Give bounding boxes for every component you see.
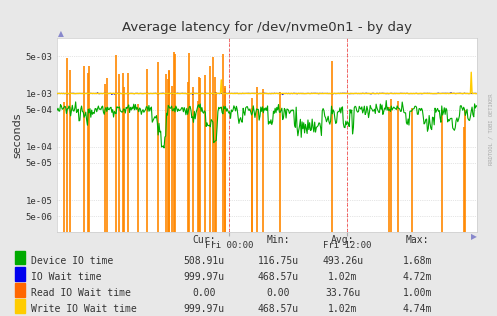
Text: 1.02m: 1.02m <box>328 272 358 282</box>
Text: 999.97u: 999.97u <box>183 272 224 282</box>
Text: Cur:: Cur: <box>192 235 216 245</box>
Bar <box>15 283 25 297</box>
Bar <box>15 299 25 313</box>
Text: Max:: Max: <box>406 235 429 245</box>
Text: 0.00: 0.00 <box>192 288 216 298</box>
Text: Min:: Min: <box>266 235 290 245</box>
Text: IO Wait time: IO Wait time <box>31 272 101 282</box>
Text: 4.74m: 4.74m <box>403 304 432 314</box>
Text: RRDTOOL / TOBI OETIKER: RRDTOOL / TOBI OETIKER <box>489 94 494 165</box>
Title: Average latency for /dev/nvme0n1 - by day: Average latency for /dev/nvme0n1 - by da… <box>122 21 412 34</box>
Text: 1.00m: 1.00m <box>403 288 432 298</box>
Text: 468.57u: 468.57u <box>258 272 299 282</box>
Text: 1.68m: 1.68m <box>403 256 432 266</box>
Text: 33.76u: 33.76u <box>326 288 360 298</box>
Text: 1.02m: 1.02m <box>328 304 358 314</box>
Text: 0.00: 0.00 <box>266 288 290 298</box>
Text: 4.72m: 4.72m <box>403 272 432 282</box>
Text: Device IO time: Device IO time <box>31 256 113 266</box>
Bar <box>15 267 25 281</box>
Text: 468.57u: 468.57u <box>258 304 299 314</box>
Text: ▶: ▶ <box>471 233 477 241</box>
Text: Read IO Wait time: Read IO Wait time <box>31 288 131 298</box>
Text: ▲: ▲ <box>58 29 64 38</box>
Text: 116.75u: 116.75u <box>258 256 299 266</box>
Text: Write IO Wait time: Write IO Wait time <box>31 304 137 314</box>
Text: 508.91u: 508.91u <box>183 256 224 266</box>
Text: 493.26u: 493.26u <box>323 256 363 266</box>
Y-axis label: seconds: seconds <box>12 112 23 158</box>
Bar <box>15 251 25 264</box>
Text: Avg:: Avg: <box>331 235 355 245</box>
Text: 999.97u: 999.97u <box>183 304 224 314</box>
